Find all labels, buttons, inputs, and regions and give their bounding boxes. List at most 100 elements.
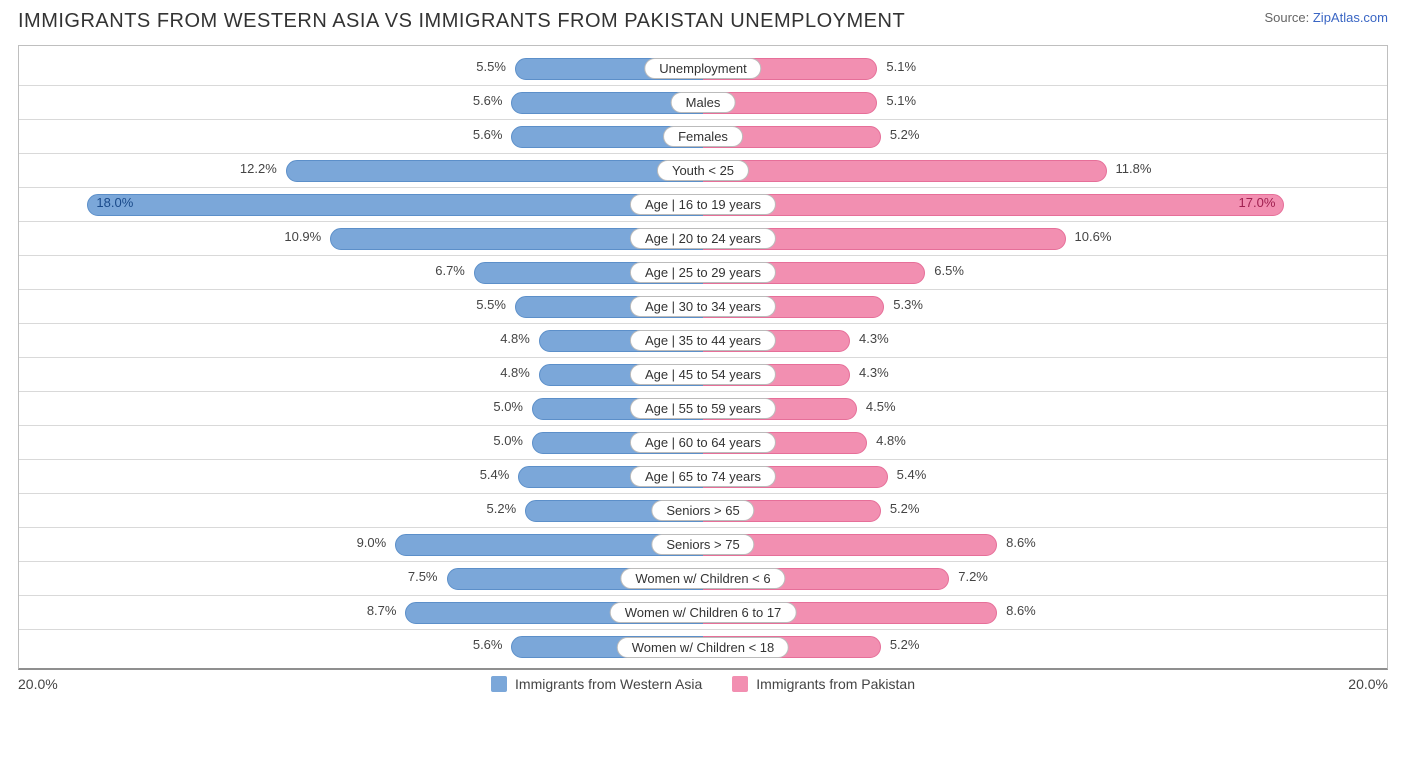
legend-swatch-b — [732, 676, 748, 692]
value-label-a: 5.0% — [493, 399, 533, 414]
legend-swatch-a — [491, 676, 507, 692]
value-label-b: 10.6% — [1065, 229, 1112, 244]
row-right-half: 5.3% — [703, 290, 1387, 323]
chart-row: 5.6% 5.2% Females — [19, 120, 1387, 154]
row-right-half: 10.6% — [703, 222, 1387, 255]
row-left-half: 5.0% — [19, 392, 703, 425]
value-label-a: 5.2% — [487, 501, 527, 516]
category-label: Women w/ Children < 18 — [617, 637, 789, 658]
value-label-b: 11.8% — [1106, 161, 1152, 176]
row-right-half: 5.2% — [703, 494, 1387, 527]
value-label-a: 5.5% — [476, 59, 516, 74]
category-label: Youth < 25 — [657, 160, 749, 181]
value-label-b: 8.6% — [996, 535, 1036, 550]
source-attribution: Source: ZipAtlas.com — [1264, 10, 1388, 25]
footer-row: 20.0% Immigrants from Western Asia Immig… — [18, 676, 1388, 692]
legend-item-a: Immigrants from Western Asia — [491, 676, 702, 692]
value-label-a: 5.6% — [473, 93, 513, 108]
chart-row: 8.7% 8.6% Women w/ Children 6 to 17 — [19, 596, 1387, 630]
chart-row: 4.8%4.3%Age | 35 to 44 years — [19, 324, 1387, 358]
value-label-a: 5.5% — [476, 297, 516, 312]
source-link[interactable]: ZipAtlas.com — [1313, 10, 1388, 25]
value-label-b: 5.2% — [880, 501, 920, 516]
chart-row: 18.0%17.0%Age | 16 to 19 years — [19, 188, 1387, 222]
row-right-half: 17.0% — [703, 188, 1387, 221]
bar-series-b: 11.8% — [703, 160, 1107, 182]
row-right-half: 4.5% — [703, 392, 1387, 425]
value-label-a: 9.0% — [357, 535, 397, 550]
category-label: Age | 20 to 24 years — [630, 228, 776, 249]
chart-row: 5.6% 5.2%Women w/ Children < 18 — [19, 630, 1387, 664]
row-left-half: 5.6% — [19, 120, 703, 153]
category-label: Age | 35 to 44 years — [630, 330, 776, 351]
row-left-half: 4.8% — [19, 324, 703, 357]
chart-row: 7.5% 7.2% Women w/ Children < 6 — [19, 562, 1387, 596]
row-left-half: 5.6% — [19, 86, 703, 119]
row-left-half: 7.5% — [19, 562, 703, 595]
row-left-half: 4.8% — [19, 358, 703, 391]
chart-container: IMMIGRANTS FROM WESTERN ASIA VS IMMIGRAN… — [0, 0, 1406, 710]
row-right-half: 5.1% — [703, 86, 1387, 119]
bar-series-a: 12.2% — [286, 160, 703, 182]
value-label-a: 7.5% — [408, 569, 448, 584]
chart-row: 9.0% 8.6% Seniors > 75 — [19, 528, 1387, 562]
value-label-b: 6.5% — [924, 263, 964, 278]
value-label-b: 5.1% — [876, 59, 916, 74]
value-label-b: 4.8% — [866, 433, 906, 448]
row-right-half: 6.5% — [703, 256, 1387, 289]
header-row: IMMIGRANTS FROM WESTERN ASIA VS IMMIGRAN… — [18, 10, 1388, 33]
chart-row: 6.7%6.5%Age | 25 to 29 years — [19, 256, 1387, 290]
value-label-b: 17.0% — [1239, 195, 1276, 210]
row-left-half: 5.5% — [19, 290, 703, 323]
value-label-b: 5.3% — [883, 297, 923, 312]
category-label: Women w/ Children < 6 — [620, 568, 785, 589]
value-label-b: 8.6% — [996, 603, 1036, 618]
axis-max-right: 20.0% — [1308, 676, 1388, 692]
value-label-b: 5.1% — [876, 93, 916, 108]
value-label-b: 7.2% — [948, 569, 988, 584]
value-label-b: 5.4% — [887, 467, 927, 482]
row-left-half: 12.2% — [19, 154, 703, 187]
row-right-half: 8.6% — [703, 528, 1387, 561]
category-label: Seniors > 65 — [651, 500, 754, 521]
value-label-a: 8.7% — [367, 603, 407, 618]
row-left-half: 5.2% — [19, 494, 703, 527]
value-label-b: 5.2% — [880, 127, 920, 142]
chart-title: IMMIGRANTS FROM WESTERN ASIA VS IMMIGRAN… — [18, 10, 905, 33]
value-label-a: 5.4% — [480, 467, 520, 482]
chart-row: 5.0%4.5%Age | 55 to 59 years — [19, 392, 1387, 426]
row-right-half: 5.2% — [703, 630, 1387, 664]
category-label: Seniors > 75 — [651, 534, 754, 555]
bar-series-a: 18.0% — [87, 194, 703, 216]
legend-label-a: Immigrants from Western Asia — [515, 676, 702, 692]
value-label-a: 18.0% — [96, 195, 133, 210]
source-prefix: Source: — [1264, 10, 1312, 25]
value-label-a: 4.8% — [500, 365, 540, 380]
row-left-half: 5.0% — [19, 426, 703, 459]
row-left-half: 18.0% — [19, 188, 703, 221]
category-label: Age | 65 to 74 years — [630, 466, 776, 487]
value-label-b: 4.5% — [856, 399, 896, 414]
value-label-a: 5.0% — [493, 433, 533, 448]
value-label-b: 4.3% — [849, 365, 889, 380]
value-label-a: 5.6% — [473, 637, 513, 652]
row-right-half: 7.2% — [703, 562, 1387, 595]
chart-row: 10.9% 10.6% Age | 20 to 24 years — [19, 222, 1387, 256]
row-left-half: 5.5% — [19, 52, 703, 85]
row-left-half: 6.7% — [19, 256, 703, 289]
chart-row: 5.4% 5.4% Age | 65 to 74 years — [19, 460, 1387, 494]
row-left-half: 8.7% — [19, 596, 703, 629]
chart-row: 5.5%5.3%Age | 30 to 34 years — [19, 290, 1387, 324]
category-label: Women w/ Children 6 to 17 — [610, 602, 797, 623]
chart-row: 4.8%4.3%Age | 45 to 54 years — [19, 358, 1387, 392]
chart-row: 5.2% 5.2% Seniors > 65 — [19, 494, 1387, 528]
value-label-a: 12.2% — [240, 161, 287, 176]
category-label: Age | 60 to 64 years — [630, 432, 776, 453]
row-right-half: 8.6% — [703, 596, 1387, 629]
row-left-half: 10.9% — [19, 222, 703, 255]
category-label: Unemployment — [644, 58, 761, 79]
category-label: Females — [663, 126, 743, 147]
bar-series-b: 17.0% — [703, 194, 1284, 216]
row-right-half: 5.4% — [703, 460, 1387, 493]
row-right-half: 4.3% — [703, 324, 1387, 357]
